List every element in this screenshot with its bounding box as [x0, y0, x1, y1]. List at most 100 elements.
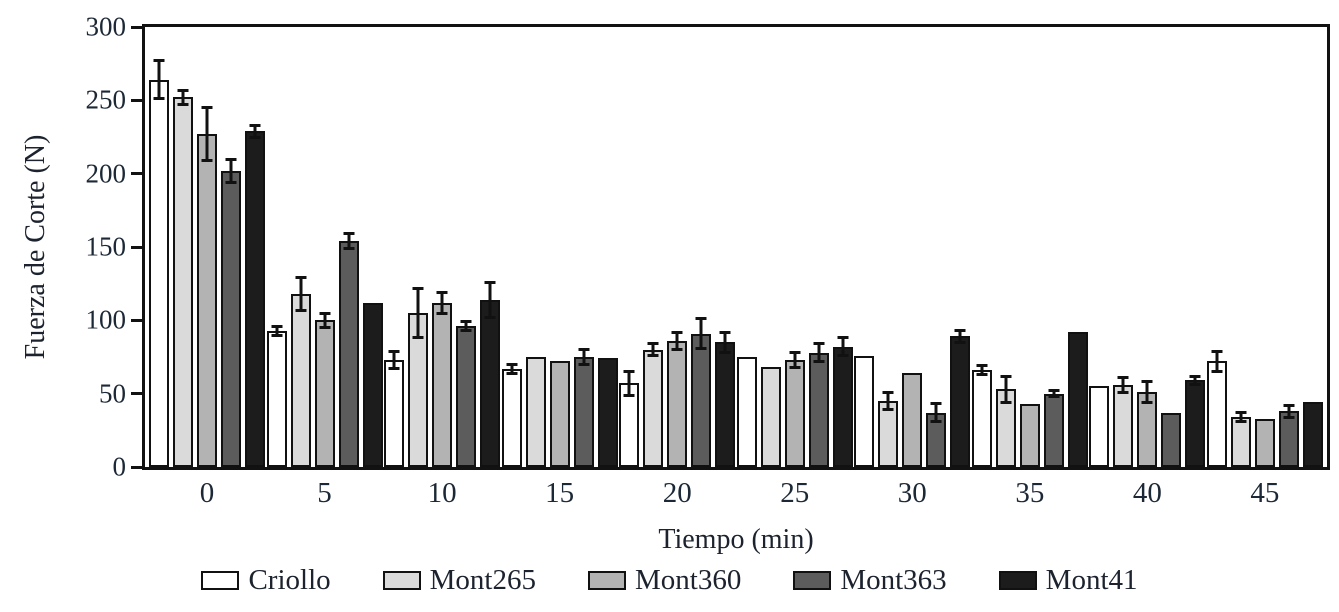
error-bar-cap-top [647, 342, 659, 346]
bar-group-25: 25 [736, 27, 853, 509]
bar-criollo-t30 [854, 355, 875, 467]
error-bar [886, 392, 890, 410]
error-bar [699, 318, 703, 349]
bar-cell-mont363-t45 [1278, 27, 1299, 467]
y-tick-mark [131, 465, 142, 469]
y-tick-mark [131, 392, 142, 396]
legend-label: Mont41 [1045, 564, 1138, 596]
legend-swatch-mont265 [382, 571, 421, 590]
error-bar [1287, 405, 1291, 418]
bar-cell-mont265-t10 [408, 27, 429, 467]
error-bar-cap-top [671, 330, 683, 334]
error-bar-cap-top [388, 349, 400, 353]
bar-criollo-t25 [736, 357, 757, 467]
error-bar-cap-top [1235, 411, 1247, 415]
x-tick-label-45: 45 [1250, 477, 1280, 509]
y-tick-mark [131, 172, 142, 176]
y-tick-label: 200 [85, 158, 127, 189]
bar-group-20: 20 [619, 27, 736, 509]
error-bar-cap-top [177, 88, 189, 92]
bar-mont41-t5 [362, 302, 383, 467]
error-bar [1004, 376, 1008, 403]
legend-swatch-mont41 [998, 571, 1037, 590]
legend-label: Mont265 [429, 564, 536, 596]
error-bar-cap-bottom [1000, 400, 1012, 404]
legend-item-mont363: Mont363 [793, 564, 947, 597]
bar-cell-mont360-t0 [197, 27, 217, 467]
error-bar-cap-bottom [1141, 400, 1153, 404]
error-bar [253, 125, 257, 137]
bar-cell-mont265-t30 [878, 27, 899, 467]
bar-cell-mont363-t30 [926, 27, 947, 467]
bar-mont363-t40 [1161, 412, 1182, 467]
bar-cell-mont363-t10 [456, 27, 477, 467]
y-axis-title: Fuerza de Corte (N) [20, 134, 51, 360]
legend-item-mont360: Mont360 [587, 564, 742, 597]
error-bar-cap-bottom [837, 354, 849, 358]
bar-mont265-t0 [173, 97, 193, 467]
error-bar-cap-top [343, 232, 355, 236]
legend-swatch-mont363 [793, 571, 832, 590]
bar-mont363-t45 [1278, 411, 1299, 467]
error-bar-cap-bottom [319, 326, 331, 330]
error-bar-cap-top [412, 286, 424, 290]
x-tick-label-5: 5 [317, 477, 332, 509]
bar-cell-mont363-t25 [808, 27, 829, 467]
x-axis-title: Tiempo (min) [658, 524, 814, 555]
bar-cell-mont41-t10 [480, 27, 501, 467]
error-bar [229, 159, 233, 183]
error-bar-cap-bottom [295, 308, 307, 312]
legend: Criollo Mont265 Mont360 Mont363 Mont41 [0, 564, 1339, 597]
error-bar-cap-bottom [460, 329, 472, 333]
x-tick-label-0: 0 [199, 477, 215, 509]
bar-group-5: 5 [266, 27, 383, 509]
error-bar-cap-top [295, 276, 307, 280]
error-bar-cap-bottom [930, 420, 942, 424]
error-bar [841, 337, 845, 356]
error-bar-cap-top [201, 106, 213, 110]
bar-mont360-t10 [432, 302, 453, 467]
bar-mont41-t45 [1302, 402, 1323, 467]
bar-cell-criollo-t5 [266, 27, 287, 467]
error-bar-cap-top [813, 342, 825, 346]
error-bar-cap-top [319, 311, 331, 315]
error-bar-cap-bottom [1189, 383, 1201, 387]
error-bar-cap-top [249, 123, 261, 127]
plot-area: 0 5 10 15 20 25 30 35 40 45 0 50 100 150 200 250 300 [86, 12, 1330, 509]
bar-cell-criollo-t15 [501, 27, 522, 467]
bar-cell-mont41-t45 [1302, 27, 1323, 467]
y-tick-label: 100 [85, 304, 127, 335]
bar-mont41-t0 [245, 131, 265, 467]
bar-cell-mont360-t5 [314, 27, 335, 467]
bar-cell-mont360-t10 [432, 27, 453, 467]
bar-cell-mont41-t35 [1067, 27, 1088, 467]
error-bar [464, 321, 468, 331]
bar-cell-mont41-t0 [245, 27, 265, 467]
bar-mont360-t25 [784, 359, 805, 467]
legend-label: Mont363 [840, 564, 947, 596]
bar-group-15: 15 [501, 27, 618, 509]
error-bar-cap-bottom [201, 158, 213, 162]
legend-label: Mont360 [634, 564, 742, 596]
error-bar-cap-bottom [647, 354, 659, 358]
bar-mont363-t25 [808, 352, 829, 467]
bar-cell-criollo-t10 [384, 27, 405, 467]
error-bar-cap-bottom [484, 315, 496, 319]
bar-mont41-t10 [480, 299, 501, 467]
legend-item-mont41: Mont41 [998, 564, 1138, 597]
error-bar-cap-top [1117, 376, 1129, 380]
bars-row: 0 5 10 15 20 25 30 35 40 45 [145, 27, 1327, 509]
bar-cell-mont41-t15 [597, 27, 618, 467]
bar-group-30: 30 [854, 27, 971, 509]
bar-cell-mont41-t40 [1185, 27, 1206, 467]
bar-mont41-t15 [597, 358, 618, 467]
legend-swatch-criollo [201, 571, 240, 590]
y-tick-mark [131, 245, 142, 249]
error-bar-cap-top [484, 280, 496, 284]
error-bar-cap-top [1000, 374, 1012, 378]
bar-criollo-t35 [971, 370, 992, 467]
y-tick-label: 50 [99, 378, 126, 409]
bar-cell-mont363-t5 [338, 27, 359, 467]
error-bar-cap-top [1283, 403, 1295, 407]
bar-mont41-t40 [1185, 380, 1206, 467]
